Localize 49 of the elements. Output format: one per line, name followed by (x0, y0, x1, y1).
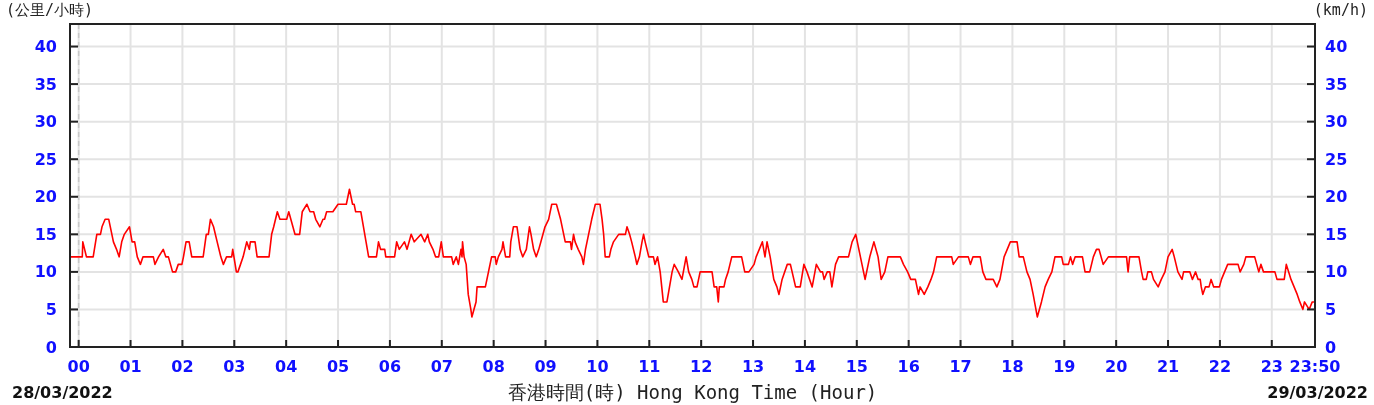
y-tick-label: 20 (34, 187, 57, 207)
y-tick-label: 30 (34, 112, 57, 132)
x-tick-label: 23 (1260, 356, 1283, 376)
x-tick-label: 19 (1053, 356, 1076, 376)
y2-axis-title: (km/h) (1313, 1, 1368, 19)
y-tick-label: 0 (45, 337, 57, 357)
x-tick-label: 13 (741, 356, 765, 376)
x-tick-label: 18 (1001, 356, 1024, 376)
x-tick-label: 03 (223, 356, 246, 376)
x-tick-label: 05 (326, 356, 350, 376)
y2-tick-label: 15 (1325, 224, 1348, 244)
x-tick-label: 16 (897, 356, 920, 376)
y2-tick-label: 10 (1325, 262, 1348, 282)
x-tick-label: 15 (845, 356, 868, 376)
text: 28/03/2022 (12, 382, 113, 402)
x-axis-title: 香港時間(時) Hong Kong Time (Hour) (507, 381, 878, 403)
x-tick-label: 21 (1156, 356, 1180, 376)
line-series (69, 188, 1316, 318)
y-tick-label: 15 (34, 224, 57, 244)
y2-tick-label: 25 (1325, 149, 1348, 169)
y-axis-title: (公里/小時) (6, 1, 94, 19)
x-tick-label: 06 (378, 356, 402, 376)
x-tick-label: 22 (1208, 356, 1232, 376)
text: 29/03/2022 (1267, 382, 1368, 402)
x-tick-label: 09 (534, 356, 557, 376)
x-tick-label: 10 (586, 356, 609, 376)
y2-tick-label: 0 (1325, 337, 1337, 357)
x-tick-label: 08 (482, 356, 505, 376)
x-tick-label: 23:50 (1289, 356, 1341, 376)
y-tick-label: 10 (34, 262, 57, 282)
x-tick-label: 17 (949, 356, 972, 376)
x-tick-label: 07 (430, 356, 453, 376)
y-tick-label: 5 (45, 299, 57, 319)
x-tick-label: 11 (638, 356, 661, 376)
y2-tick-label: 5 (1325, 299, 1337, 319)
y2-tick-label: 30 (1325, 112, 1348, 132)
y-tick-label: 40 (34, 37, 57, 57)
x-tick-label: 14 (793, 356, 817, 376)
x-tick-label: 12 (690, 356, 713, 376)
x-tick-label: 04 (275, 356, 298, 376)
y2-tick-label: 20 (1325, 187, 1348, 207)
x-tick-label: 01 (119, 356, 142, 376)
y2-tick-label: 35 (1325, 74, 1348, 94)
x-tick-label: 00 (67, 356, 90, 376)
x-tick-label: 20 (1105, 356, 1128, 376)
y-tick-label: 25 (34, 149, 57, 169)
x-tick-label: 02 (171, 356, 194, 376)
y2-tick-label: 40 (1325, 37, 1348, 57)
y-tick-label: 35 (34, 74, 57, 94)
